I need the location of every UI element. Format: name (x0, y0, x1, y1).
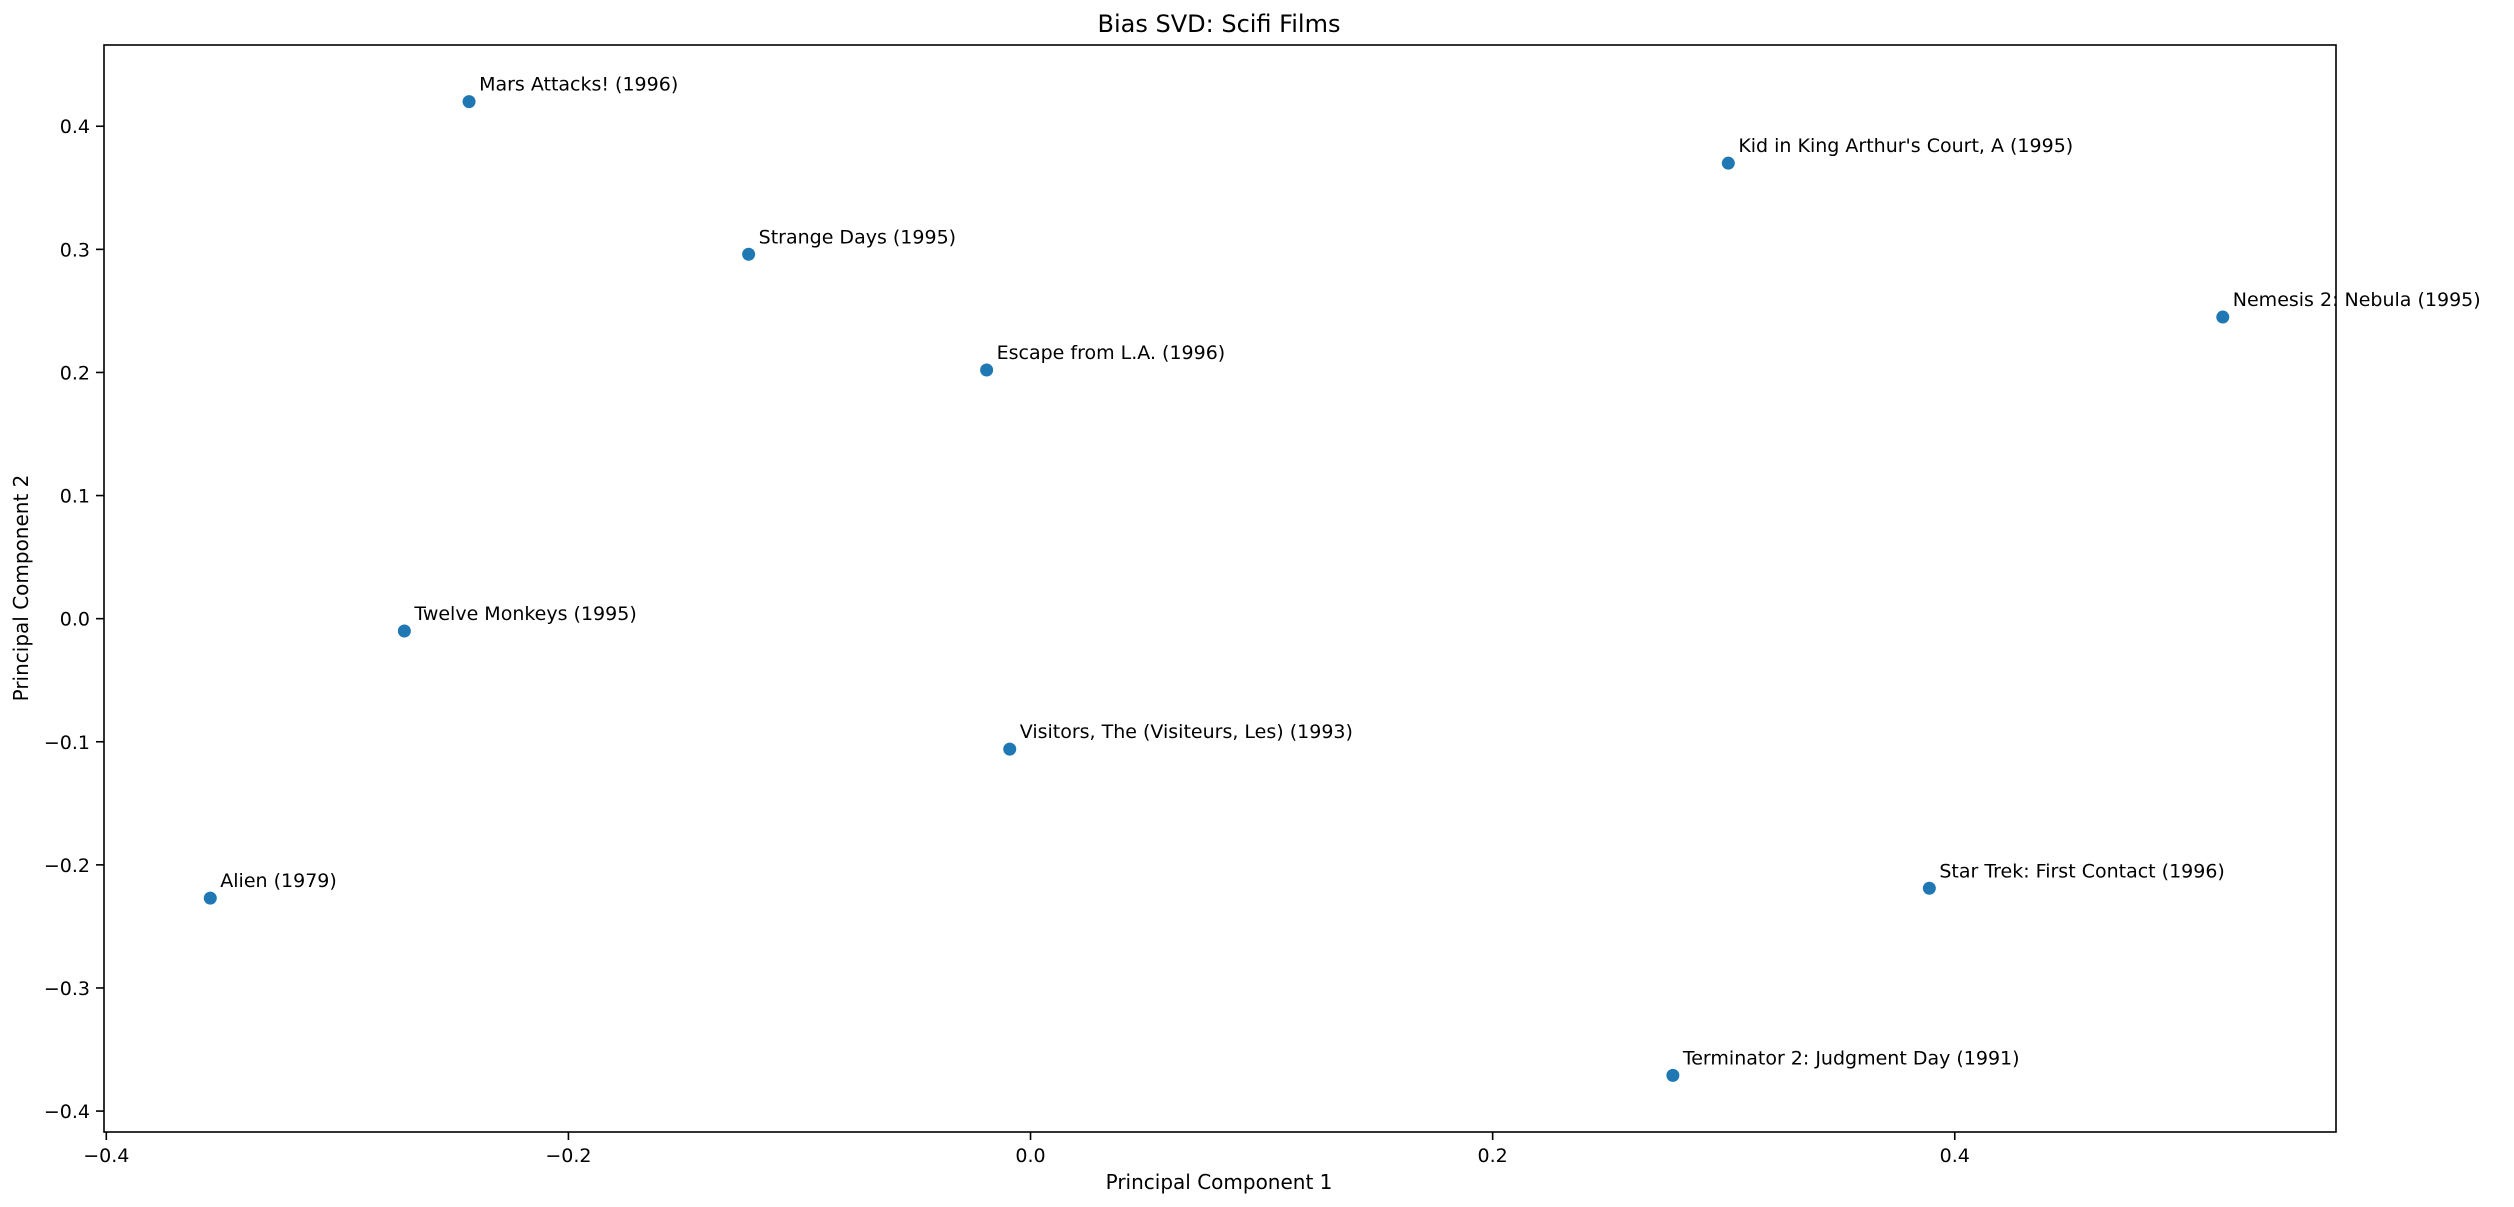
x-tick-label: −0.4 (83, 1145, 129, 1167)
data-point-label: Twelve Monkeys (1995) (413, 603, 636, 625)
points-layer: Mars Attacks! (1996) Kid in King Arthur's… (203, 74, 2481, 1082)
data-point (1721, 156, 1735, 170)
y-axis-ticks: −0.4 −0.3 −0.2 −0.1 0.0 0.1 0.2 0.3 0.4 (44, 116, 104, 1123)
data-point-label: Kid in King Arthur's Court, A (1995) (1738, 135, 2073, 157)
data-point-label: Strange Days (1995) (759, 226, 956, 248)
y-tick-label: 0.1 (60, 486, 90, 508)
data-point (980, 363, 994, 377)
y-tick-label: 0.3 (60, 239, 90, 261)
chart-title: Bias SVD: Scifi Films (1098, 10, 1341, 38)
x-tick-label: −0.2 (545, 1145, 591, 1167)
plot-frame (103, 44, 2337, 1133)
data-point (742, 247, 756, 261)
data-point (1922, 881, 1936, 895)
y-tick-label: 0.4 (60, 116, 90, 138)
y-tick-label: −0.2 (44, 855, 90, 877)
data-point-label: Nemesis 2: Nebula (1995) (2233, 289, 2481, 311)
data-point-label: Escape from L.A. (1996) (997, 342, 1226, 364)
data-point (397, 624, 411, 638)
data-point (1666, 1068, 1680, 1082)
data-point (1003, 742, 1017, 756)
y-axis-label: Principal Component 2 (9, 475, 33, 702)
x-axis-ticks: −0.4 −0.2 0.0 0.2 0.4 (83, 1132, 1970, 1167)
x-tick-label: 0.0 (1015, 1145, 1045, 1167)
data-point-label: Star Trek: First Contact (1996) (1939, 860, 2225, 882)
x-tick-label: 0.2 (1478, 1145, 1508, 1167)
y-tick-label: 0.2 (60, 362, 90, 384)
y-tick-label: −0.4 (44, 1101, 90, 1123)
data-point (462, 95, 476, 109)
y-tick-label: −0.3 (44, 978, 90, 1000)
x-tick-label: 0.4 (1940, 1145, 1970, 1167)
y-tick-label: 0.0 (60, 609, 90, 631)
data-point (2216, 310, 2230, 324)
data-point-label: Visitors, The (Visiteurs, Les) (1993) (1020, 721, 1353, 743)
y-tick-label: −0.1 (44, 732, 90, 754)
x-axis-label: Principal Component 1 (1106, 1170, 1333, 1194)
data-point (203, 891, 217, 905)
data-point-label: Terminator 2: Judgment Day (1991) (1682, 1047, 2020, 1069)
data-point-label: Alien (1979) (220, 870, 337, 892)
data-point-label: Mars Attacks! (1996) (479, 74, 678, 96)
